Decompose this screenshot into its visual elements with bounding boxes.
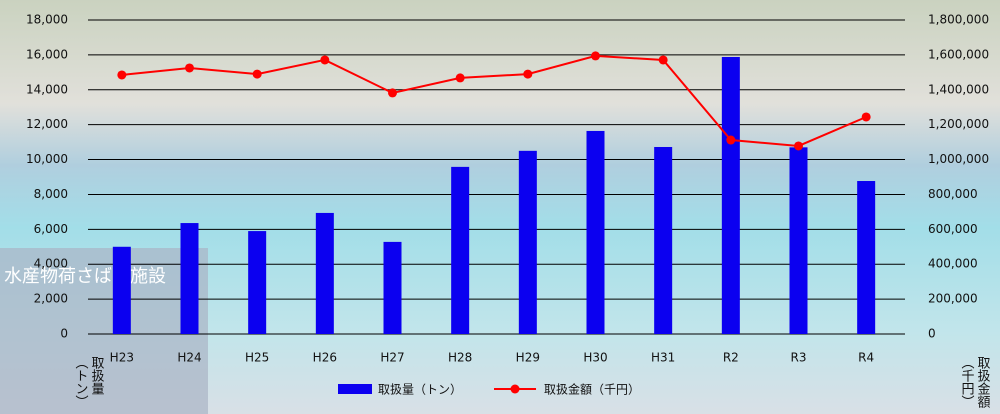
line-marker (726, 136, 735, 145)
background-caption: 水産物荷さばき施設 (4, 266, 166, 287)
y-tick-label: 14,000 (26, 82, 68, 96)
y2-tick-label: 0 (928, 327, 936, 341)
x-tick-label: H26 (313, 351, 337, 365)
line-marker (591, 51, 600, 60)
bar (181, 223, 199, 334)
x-tick-label: H28 (448, 351, 472, 365)
x-tick-label: R3 (791, 351, 807, 365)
bar (519, 151, 537, 334)
y-tick-label: 18,000 (26, 13, 68, 27)
axis-title: 取扱金額 (975, 356, 991, 409)
line-marker (388, 88, 397, 97)
bar (587, 131, 605, 334)
x-tick-label: H27 (380, 351, 404, 365)
x-tick-label: H31 (651, 351, 675, 365)
axis-title: 取扱量 (89, 356, 105, 395)
legend-label: 取扱金額（千円） (544, 382, 640, 397)
line-marker (456, 73, 465, 82)
bar (316, 213, 334, 334)
bar (384, 242, 402, 334)
y2-tick-label: 600,000 (928, 222, 978, 236)
legend-swatch (511, 385, 520, 394)
y-tick-label: 4,000 (34, 257, 68, 271)
y2-tick-label: 800,000 (928, 187, 978, 201)
y2-tick-label: 400,000 (928, 257, 978, 271)
legend-swatch (338, 384, 372, 394)
axis-title: （千円） (959, 356, 975, 408)
bar (722, 57, 740, 334)
x-tick-label: H24 (177, 351, 201, 365)
y-tick-label: 0 (60, 327, 68, 341)
bar (790, 147, 808, 334)
y2-tick-label: 1,400,000 (928, 82, 989, 96)
y-tick-label: 2,000 (34, 292, 68, 306)
y-tick-label: 6,000 (34, 222, 68, 236)
y-tick-label: 8,000 (34, 187, 68, 201)
line-marker (117, 70, 126, 79)
line-marker (862, 112, 871, 121)
x-tick-label: R4 (858, 351, 874, 365)
y2-tick-label: 1,000,000 (928, 152, 989, 166)
x-tick-label: H30 (583, 351, 607, 365)
line-marker (794, 141, 803, 150)
legend-label: 取扱量（トン） (378, 383, 462, 397)
axis-title: （トン） (73, 356, 89, 408)
x-tick-label: R2 (723, 351, 739, 365)
line-marker (659, 55, 668, 64)
y-tick-label: 12,000 (26, 117, 68, 131)
y-tick-label: 10,000 (26, 152, 68, 166)
y2-tick-label: 200,000 (928, 292, 978, 306)
y2-tick-label: 1,200,000 (928, 117, 989, 131)
bar (654, 147, 672, 334)
x-tick-label: H23 (110, 351, 134, 365)
y-tick-label: 16,000 (26, 47, 68, 61)
bar (248, 231, 266, 334)
y2-tick-label: 1,800,000 (928, 13, 989, 27)
y2-tick-label: 1,600,000 (928, 47, 989, 61)
line-marker (523, 70, 532, 79)
bar (857, 181, 875, 334)
bar (113, 247, 131, 334)
x-tick-label: H25 (245, 351, 269, 365)
x-tick-label: H29 (516, 351, 540, 365)
bar (451, 167, 469, 334)
chart: 水産物荷さばき施設 0 2,000 4,000 6,000 8,000 10,000 12,… (0, 0, 1000, 414)
line-marker (253, 70, 262, 79)
line-marker (320, 55, 329, 64)
line-marker (185, 63, 194, 72)
